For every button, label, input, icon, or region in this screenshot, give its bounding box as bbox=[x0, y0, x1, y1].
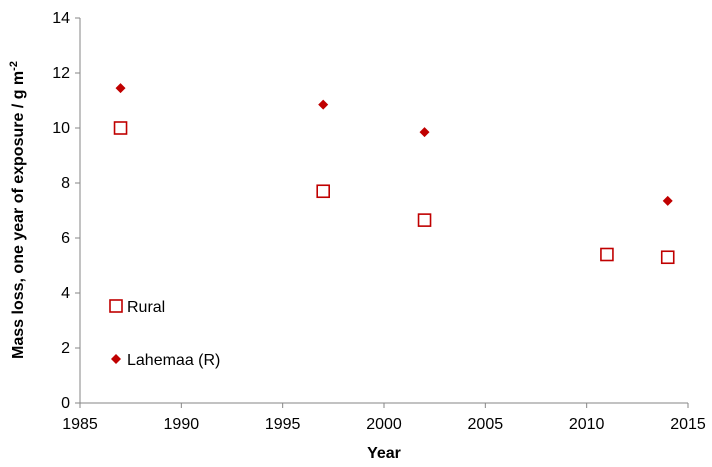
y-tick-label: 2 bbox=[61, 340, 70, 357]
data-point-rural bbox=[660, 250, 675, 265]
data-point-lahemaa bbox=[318, 99, 329, 110]
x-tick-label: 2010 bbox=[569, 416, 605, 433]
legend-label-rural: Rural bbox=[127, 299, 165, 316]
axes bbox=[79, 18, 688, 404]
legend-marker-rural bbox=[109, 299, 123, 313]
legend: Rural Lahemaa (R) bbox=[109, 299, 220, 369]
x-tick-label: 2015 bbox=[670, 416, 706, 433]
y-tick-label: 8 bbox=[61, 175, 70, 192]
data-point-rural bbox=[113, 121, 128, 135]
y-axis-title-superscript: -2 bbox=[8, 61, 20, 71]
x-tick-label: 1990 bbox=[164, 416, 200, 433]
x-tick-label: 1995 bbox=[265, 416, 301, 433]
x-tick-label: 1985 bbox=[62, 416, 98, 433]
legend-marker-lahemaa bbox=[111, 354, 121, 364]
data-points bbox=[113, 83, 675, 265]
y-axis-title: Mass loss, one year of exposure / g m-2 bbox=[8, 61, 27, 359]
y-axis-title-main: Mass loss, one year of exposure / g m bbox=[10, 71, 27, 359]
y-tick-label: 10 bbox=[52, 120, 70, 137]
data-point-rural bbox=[316, 184, 331, 199]
legend-label-lahemaa: Lahemaa (R) bbox=[127, 352, 220, 369]
data-point-lahemaa bbox=[419, 127, 430, 138]
data-point-lahemaa bbox=[115, 83, 126, 94]
y-tick-label: 14 bbox=[52, 10, 70, 27]
y-tick-label: 6 bbox=[61, 230, 70, 247]
y-tick-label: 4 bbox=[61, 285, 70, 302]
data-point-lahemaa bbox=[662, 195, 673, 206]
y-ticks: 0 2 4 6 8 10 12 14 bbox=[52, 10, 80, 412]
x-ticks: 1985 1990 1995 2000 2005 2010 2015 bbox=[62, 403, 706, 433]
data-point-rural bbox=[417, 213, 432, 227]
data-point-rural bbox=[600, 247, 614, 262]
x-tick-label: 2005 bbox=[468, 416, 504, 433]
x-tick-label: 2000 bbox=[366, 416, 402, 433]
x-axis-title: Year bbox=[367, 445, 401, 462]
y-tick-label: 0 bbox=[61, 395, 70, 412]
y-tick-label: 12 bbox=[52, 65, 70, 82]
